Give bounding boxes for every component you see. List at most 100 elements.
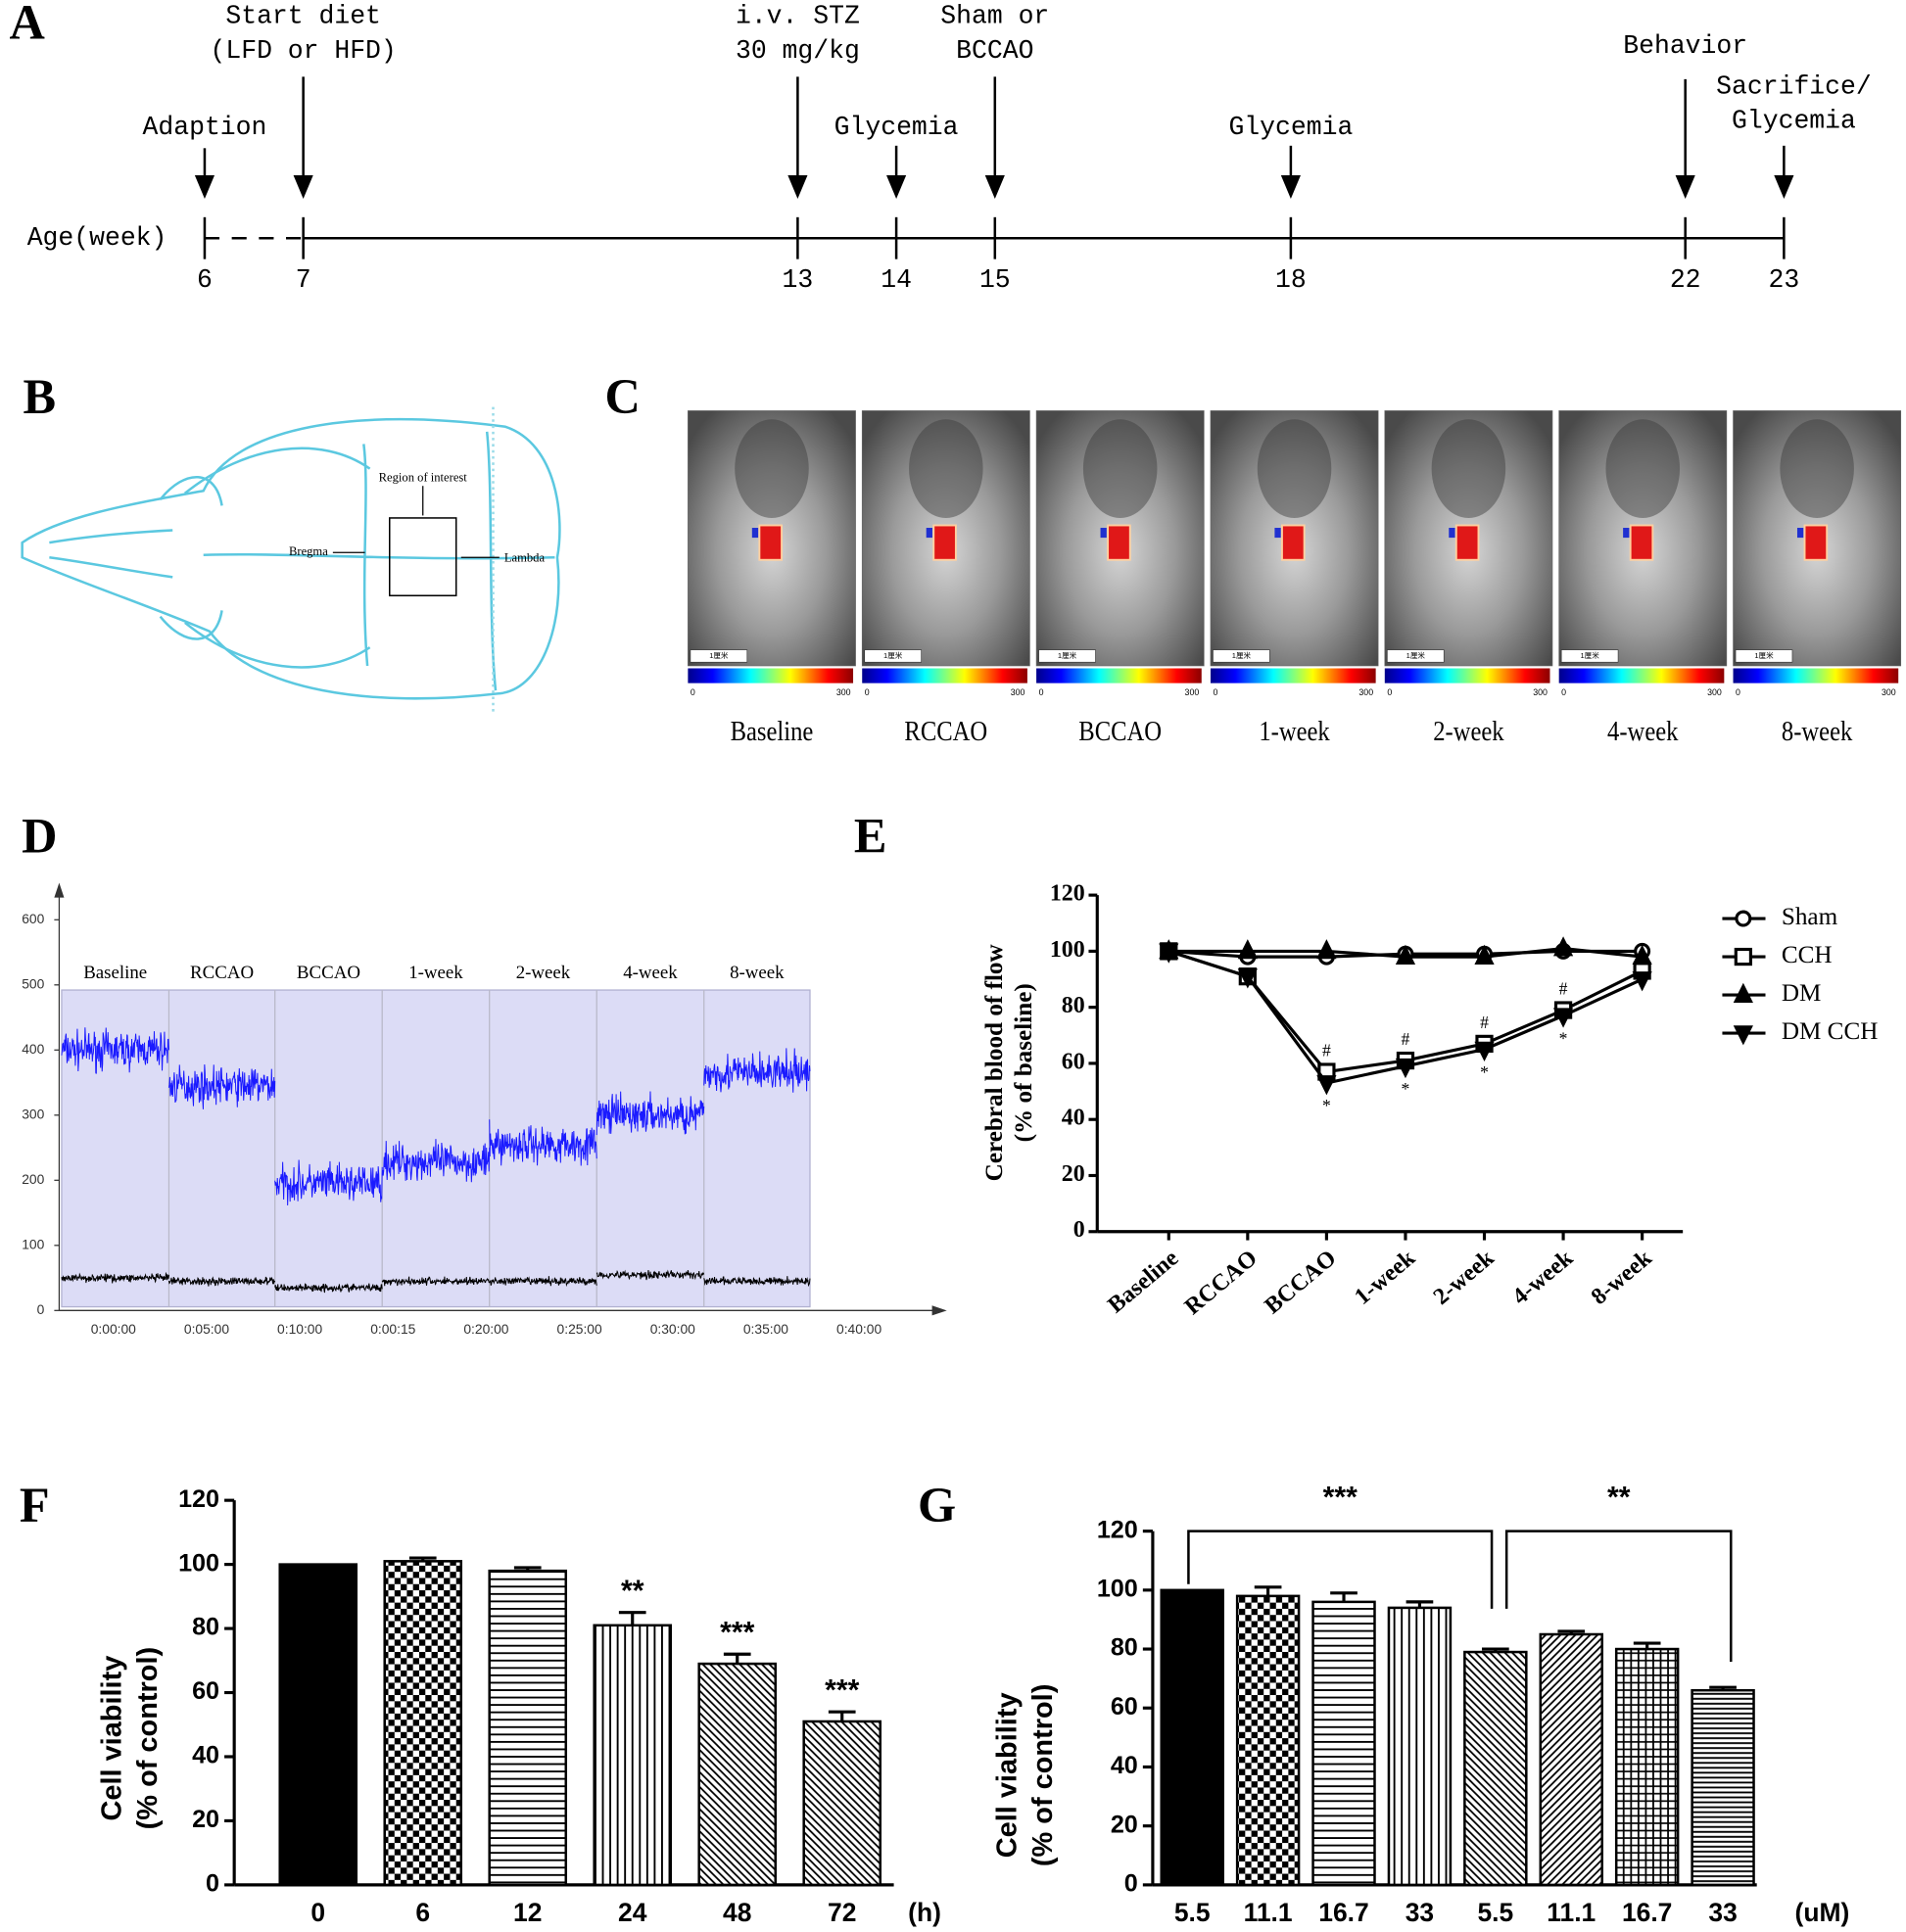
laser-image: 1厘米 0 300 RCCAO [861, 410, 1030, 746]
x-tick-label: 0:25:00 [557, 1321, 602, 1337]
x-tick-label: 0:35:00 [743, 1321, 788, 1337]
y-tick-label: 120 [1050, 881, 1085, 907]
y-tick-label: 120 [178, 1485, 219, 1513]
data-point [1632, 971, 1652, 992]
x-tick-label: 72 [828, 1898, 856, 1927]
scale-bar-box [1387, 649, 1445, 663]
event-label: Behavior [1623, 31, 1747, 61]
arrow-head [787, 175, 808, 199]
color-min: 0 [1561, 687, 1566, 697]
signal-trace [489, 1119, 597, 1166]
legend-label: Sham [1782, 904, 1838, 930]
scale-bar-label: 1厘米 [1754, 650, 1774, 660]
color-bar [688, 668, 854, 683]
scale-bar-box [1735, 649, 1793, 663]
stage-label: 8-week [1782, 715, 1853, 746]
y-axis-label: Cell viability [96, 1656, 127, 1821]
event-label: Start diet [225, 2, 381, 31]
x-tick-label: 1-week [1350, 1245, 1420, 1309]
scale-bar-label: 1厘米 [709, 650, 729, 660]
roi-flow [1454, 524, 1480, 561]
signal-trace [381, 1139, 491, 1183]
color-min: 0 [1039, 687, 1044, 697]
arrow-head [984, 175, 1005, 199]
arrow-head [931, 1305, 947, 1316]
annotation: * [1322, 1096, 1331, 1115]
x-tick-label: 8-week [1587, 1245, 1657, 1309]
event-label: Adaption [143, 113, 267, 142]
x-tick-label: 24 [618, 1898, 647, 1927]
legend-marker [1734, 947, 1752, 966]
bar [802, 1720, 882, 1887]
x-tick-label: 4-week [1507, 1245, 1578, 1309]
laser-image: 1厘米 0 300 4-week [1558, 410, 1728, 746]
x-tick-label: 0 [310, 1898, 325, 1927]
color-bar [1210, 668, 1376, 683]
data-point [1395, 944, 1416, 965]
color-min: 0 [1213, 687, 1217, 697]
color-max: 300 [1185, 687, 1200, 697]
y-tick-label: 120 [1097, 1516, 1138, 1543]
data-point [1474, 944, 1495, 965]
head-shadow [735, 419, 809, 518]
laser-image: 1厘米 0 300 Baseline [688, 410, 856, 746]
bar [1235, 1594, 1301, 1887]
week-label: 22 [1670, 265, 1701, 295]
panel-letter: E [854, 808, 887, 863]
bar [1463, 1650, 1528, 1887]
bar [1160, 1588, 1224, 1887]
y-tick-label: 60 [1062, 1049, 1085, 1074]
arrow-head [293, 175, 313, 199]
y-tick-label: 40 [192, 1742, 219, 1769]
week-label: 13 [783, 265, 814, 295]
bar [697, 1662, 778, 1887]
segment-label: 8-week [730, 963, 785, 983]
significance: *** [720, 1617, 754, 1649]
head-shadow [1431, 419, 1506, 518]
y-axis-label: (% of control) [132, 1647, 164, 1829]
stage-label: 4-week [1607, 715, 1679, 746]
roi-marker [926, 528, 932, 539]
bracket-label: *** [1323, 1482, 1358, 1514]
roi-flow [1803, 524, 1829, 561]
scale-bar-label: 1厘米 [1406, 650, 1426, 660]
y-axis-label: Cell viability [991, 1692, 1023, 1858]
x-tick-label: 0:05:00 [184, 1321, 229, 1337]
legend-label: CCH [1782, 942, 1833, 968]
signal-trace [167, 1064, 276, 1109]
x-tick-label: RCCAO [1180, 1246, 1263, 1320]
x-tick-label: 16.7 [1622, 1898, 1672, 1927]
arrow-head [886, 175, 907, 199]
color-bar [1733, 668, 1899, 683]
event-label: Glycemia [834, 113, 959, 142]
y-tick-label: 80 [1062, 993, 1085, 1018]
segment-label: RCCAO [190, 963, 254, 983]
bar [488, 1569, 568, 1887]
roi-marker [1274, 528, 1281, 539]
head-shadow [1257, 419, 1332, 518]
y-tick-label: 80 [192, 1614, 219, 1641]
bar [278, 1563, 358, 1887]
y-tick-label: 20 [1062, 1161, 1085, 1187]
panel-letter: B [23, 369, 56, 424]
scale-bar-box [1038, 649, 1096, 663]
color-max: 300 [836, 687, 851, 697]
roi-marker [1449, 528, 1455, 539]
y-tick-label: 0 [206, 1870, 219, 1898]
x-tick-label: 33 [1708, 1898, 1737, 1927]
y-tick-label: 400 [22, 1041, 44, 1057]
color-max: 300 [1011, 687, 1025, 697]
week-label: 18 [1275, 265, 1307, 295]
skull-zygoma [49, 475, 223, 640]
x-tick-label: 0:00:15 [370, 1321, 415, 1337]
y-tick-label: 40 [1111, 1752, 1138, 1779]
bracket-label: ** [1607, 1482, 1631, 1514]
segment-label: 1-week [408, 963, 463, 983]
color-max: 300 [1358, 687, 1373, 697]
timeline-axis-label: Age(week) [27, 223, 167, 253]
data-point [1552, 1008, 1574, 1028]
stage-label: 1-week [1259, 715, 1330, 746]
x-tick-label: BCCAO [1260, 1246, 1341, 1319]
panel-letter: D [22, 808, 57, 863]
